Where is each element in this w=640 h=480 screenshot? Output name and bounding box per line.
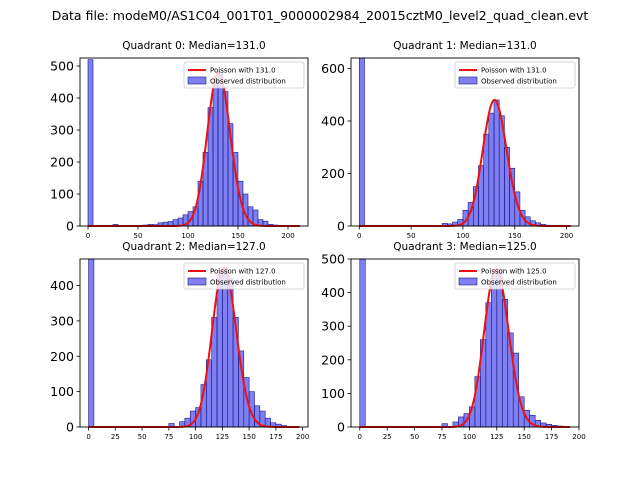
x-tick-label: 175 bbox=[269, 433, 282, 441]
histogram-bar bbox=[217, 72, 224, 227]
y-tick-label: 0 bbox=[337, 420, 345, 435]
panel-title: Quadrant 2: Median=127.0 bbox=[122, 241, 265, 253]
x-tick-label: 200 bbox=[572, 433, 585, 441]
x-tick-label: 200 bbox=[560, 232, 573, 240]
legend-bar-swatch bbox=[187, 76, 207, 85]
x-tick-label: 150 bbox=[508, 232, 521, 240]
y-tick-label: 400 bbox=[321, 114, 345, 129]
histogram-bar bbox=[358, 57, 365, 227]
legend-bar-swatch bbox=[187, 277, 207, 286]
x-tick-label: 50 bbox=[138, 433, 147, 441]
legend-bar-label: Observed distribution bbox=[210, 78, 286, 86]
legend-curve-label: Poisson with 131.0 bbox=[210, 67, 276, 75]
x-tick-label: 0 bbox=[358, 433, 362, 441]
x-tick-label: 0 bbox=[357, 232, 361, 240]
axes-frame bbox=[350, 258, 580, 428]
y-tick-label: 0 bbox=[66, 420, 74, 435]
x-tick-label: 125 bbox=[216, 433, 229, 441]
y-tick-label: 400 bbox=[50, 278, 74, 293]
x-tick-label: 25 bbox=[111, 433, 120, 441]
histogram-bar bbox=[359, 258, 366, 428]
y-tick-label: 100 bbox=[50, 384, 74, 399]
x-tick-label: 50 bbox=[410, 433, 419, 441]
y-tick-label: 300 bbox=[321, 319, 345, 334]
quadrant-2-panel: 0 100 200 300 400 0 25 50 75 100 125 150 175 200 Quadr… bbox=[50, 241, 309, 441]
quadrant-0-panel: 0 100 200 300 400 500 0 50 100 150 200 Quadrant 0: … bbox=[50, 40, 309, 240]
y-tick-label: 0 bbox=[337, 219, 345, 234]
y-tick-label: 300 bbox=[50, 313, 74, 328]
x-tick-label: 200 bbox=[281, 232, 294, 240]
y-tick-label: 300 bbox=[50, 123, 74, 138]
legend-bar-swatch bbox=[458, 277, 478, 286]
poisson-curve bbox=[88, 71, 300, 227]
legend: Poisson with 127.0 Observed distribution bbox=[183, 262, 305, 290]
x-tick-label: 100 bbox=[181, 232, 194, 240]
figure-title: Data file: modeM0/AS1C04_001T01_90000029… bbox=[52, 8, 589, 23]
x-tick-label: 150 bbox=[242, 433, 255, 441]
y-tick-label: 100 bbox=[321, 386, 345, 401]
poisson-curve bbox=[359, 268, 571, 428]
panel-title: Quadrant 3: Median=125.0 bbox=[393, 241, 536, 253]
x-tick-label: 0 bbox=[86, 433, 90, 441]
y-tick-label: 200 bbox=[50, 155, 74, 170]
legend-bar-swatch bbox=[458, 76, 478, 85]
legend: Poisson with 131.0 Observed distribution bbox=[183, 61, 305, 89]
histogram-bar bbox=[222, 267, 229, 428]
x-tick-label: 75 bbox=[164, 433, 173, 441]
axes-frame bbox=[350, 57, 580, 227]
y-tick-label: 200 bbox=[321, 352, 345, 367]
quadrant-3-panel: 0 100 200 300 400 500 0 25 50 75 100 125 150 175 200 Qu… bbox=[321, 241, 586, 441]
x-tick-label: 100 bbox=[463, 433, 476, 441]
x-tick-label: 200 bbox=[296, 433, 309, 441]
x-tick-label: 50 bbox=[134, 232, 143, 240]
legend-bar-label: Observed distribution bbox=[210, 279, 286, 287]
x-tick-label: 100 bbox=[189, 433, 202, 441]
y-tick-label: 400 bbox=[50, 91, 74, 106]
axes-frame bbox=[79, 258, 309, 428]
legend: Poisson with 131.0 Observed distribution bbox=[454, 61, 576, 89]
histogram-bar bbox=[212, 81, 219, 227]
x-tick-label: 100 bbox=[456, 232, 469, 240]
legend-curve-label: Poisson with 125.0 bbox=[481, 268, 547, 276]
x-tick-label: 50 bbox=[407, 232, 416, 240]
legend-curve-label: Poisson with 131.0 bbox=[481, 67, 547, 75]
legend-bar-label: Observed distribution bbox=[481, 78, 557, 86]
histogram-bar bbox=[87, 59, 94, 227]
histogram-bar bbox=[88, 258, 95, 428]
x-tick-label: 175 bbox=[545, 433, 558, 441]
histogram-bar bbox=[488, 112, 495, 227]
histogram-bar bbox=[491, 275, 498, 428]
legend-bar-label: Observed distribution bbox=[481, 279, 557, 287]
histogram-bar bbox=[496, 268, 503, 428]
panel-title: Quadrant 1: Median=131.0 bbox=[393, 40, 536, 52]
histogram-bar bbox=[485, 302, 492, 428]
y-tick-label: 100 bbox=[50, 187, 74, 202]
y-tick-label: 600 bbox=[321, 61, 345, 76]
poisson-curve bbox=[88, 266, 300, 428]
histogram-bar bbox=[483, 133, 490, 227]
y-tick-label: 400 bbox=[321, 285, 345, 300]
x-tick-label: 25 bbox=[383, 433, 392, 441]
y-tick-label: 200 bbox=[50, 349, 74, 364]
y-tick-label: 500 bbox=[50, 59, 74, 74]
y-tick-label: 0 bbox=[66, 219, 74, 234]
panel-title: Quadrant 0: Median=131.0 bbox=[122, 40, 265, 52]
y-tick-label: 200 bbox=[321, 166, 345, 181]
x-tick-label: 150 bbox=[518, 433, 531, 441]
x-tick-label: 150 bbox=[231, 232, 244, 240]
x-tick-label: 0 bbox=[86, 232, 90, 240]
y-tick-label: 500 bbox=[321, 252, 345, 267]
axes-frame bbox=[79, 57, 309, 227]
histogram-bar bbox=[493, 99, 500, 227]
legend: Poisson with 125.0 Observed distribution bbox=[454, 262, 576, 290]
histogram-bar bbox=[216, 274, 223, 428]
poisson-curve bbox=[359, 99, 571, 227]
quadrant-1-panel: 0 200 400 600 0 50 100 150 200 Quadrant 1: Median… bbox=[321, 40, 580, 240]
x-tick-label: 125 bbox=[490, 433, 503, 441]
legend-curve-label: Poisson with 127.0 bbox=[210, 268, 276, 276]
x-tick-label: 75 bbox=[438, 433, 447, 441]
